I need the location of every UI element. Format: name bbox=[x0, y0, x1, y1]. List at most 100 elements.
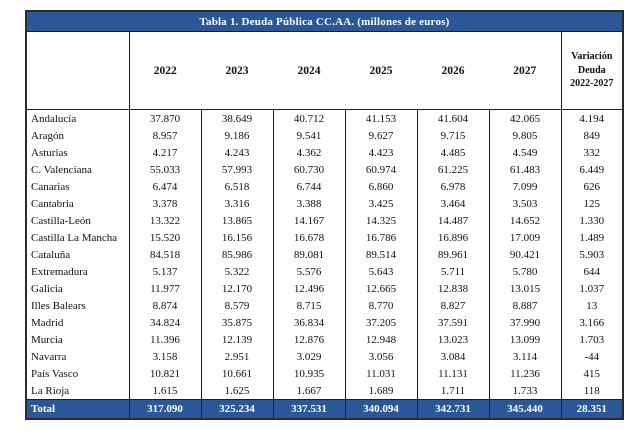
debt-value-cell: 5.780 bbox=[488, 263, 562, 280]
debt-value-cell: 11.236 bbox=[488, 365, 562, 382]
debt-value-cell: 3.158 bbox=[128, 348, 202, 365]
debt-value-cell: 89.961 bbox=[416, 246, 490, 263]
debt-value-cell: 16.678 bbox=[272, 229, 346, 246]
debt-value-cell: 5.576 bbox=[272, 263, 346, 280]
total-value-cell: 337.531 bbox=[272, 399, 346, 419]
table-row: País Vasco 10.821 10.661 10.935 11.031 11.131… bbox=[26, 365, 623, 382]
variation-value-cell: 13 bbox=[560, 297, 623, 314]
table-row: Murcia 11.396 12.139 12.876 12.948 13.023 13.0… bbox=[26, 331, 623, 348]
table-row: Illes Balears 8.874 8.579 8.715 8.770 8.827 8.… bbox=[26, 297, 623, 314]
debt-value-cell: 12.838 bbox=[416, 280, 490, 297]
debt-value-cell: 7.099 bbox=[488, 178, 562, 195]
debt-value-cell: 37.870 bbox=[128, 109, 202, 127]
debt-value-cell: 5.137 bbox=[128, 263, 202, 280]
region-label: Asturias bbox=[26, 144, 130, 161]
debt-value-cell: 12.876 bbox=[272, 331, 346, 348]
total-value-cell: 345.440 bbox=[488, 399, 562, 419]
debt-value-cell: 4.243 bbox=[200, 144, 274, 161]
debt-value-cell: 9.805 bbox=[488, 127, 562, 144]
debt-value-cell: 13.865 bbox=[200, 212, 274, 229]
table-row: Canarias 6.474 6.518 6.744 6.860 6.978 7.099 62… bbox=[26, 178, 623, 195]
debt-value-cell: 8.770 bbox=[344, 297, 418, 314]
debt-value-cell: 9.541 bbox=[272, 127, 346, 144]
variation-value-cell: 1.489 bbox=[560, 229, 623, 246]
debt-value-cell: 36.834 bbox=[272, 314, 346, 331]
variation-value-cell: -44 bbox=[560, 348, 623, 365]
variation-header-line: Deuda bbox=[577, 64, 606, 76]
total-row: Total 317.090 325.234 337.531 340.094 342.731… bbox=[26, 399, 623, 419]
year-column-header: 2027 bbox=[489, 31, 561, 110]
debt-value-cell: 12.170 bbox=[200, 280, 274, 297]
region-column-header bbox=[26, 31, 130, 110]
debt-value-cell: 3.084 bbox=[416, 348, 490, 365]
debt-table: Tabla 1. Deuda Pública CC.AA. (millones … bbox=[25, 10, 624, 420]
region-label: País Vasco bbox=[26, 365, 130, 382]
debt-value-cell: 9.627 bbox=[344, 127, 418, 144]
table-title-row: Tabla 1. Deuda Pública CC.AA. (millones … bbox=[26, 11, 623, 32]
total-value-cell: 342.731 bbox=[416, 399, 490, 419]
table-row: La Rioja 1.615 1.625 1.667 1.689 1.711 1.733 11… bbox=[26, 382, 623, 400]
debt-value-cell: 6.978 bbox=[416, 178, 490, 195]
variation-header-line: 2022-2027 bbox=[570, 78, 614, 90]
variation-value-cell: 849 bbox=[560, 127, 623, 144]
variation-value-cell: 1.703 bbox=[560, 331, 623, 348]
debt-value-cell: 13.023 bbox=[416, 331, 490, 348]
region-label: Cataluña bbox=[26, 246, 130, 263]
debt-value-cell: 1.667 bbox=[272, 382, 346, 400]
debt-value-cell: 10.935 bbox=[272, 365, 346, 382]
total-value-cell: 340.094 bbox=[344, 399, 418, 419]
debt-value-cell: 38.649 bbox=[200, 109, 274, 127]
variation-value-cell: 5.903 bbox=[560, 246, 623, 263]
debt-value-cell: 4.549 bbox=[488, 144, 562, 161]
table-row: Galicia 11.977 12.170 12.496 12.665 12.838 13.… bbox=[26, 280, 623, 297]
debt-value-cell: 14.325 bbox=[344, 212, 418, 229]
debt-value-cell: 61.225 bbox=[416, 161, 490, 178]
debt-value-cell: 37.990 bbox=[488, 314, 562, 331]
debt-value-cell: 1.711 bbox=[416, 382, 490, 400]
debt-value-cell: 16.786 bbox=[344, 229, 418, 246]
variation-value-cell: 415 bbox=[560, 365, 623, 382]
debt-value-cell: 2.951 bbox=[200, 348, 274, 365]
debt-value-cell: 12.496 bbox=[272, 280, 346, 297]
debt-value-cell: 3.388 bbox=[272, 195, 346, 212]
debt-value-cell: 3.029 bbox=[272, 348, 346, 365]
region-label: Illes Balears bbox=[26, 297, 130, 314]
debt-value-cell: 1.615 bbox=[128, 382, 202, 400]
region-label: Castilla La Mancha bbox=[26, 229, 130, 246]
debt-value-cell: 5.711 bbox=[416, 263, 490, 280]
table-row: Aragón 8.957 9.186 9.541 9.627 9.715 9.805 849 bbox=[26, 127, 623, 144]
region-label: Galicia bbox=[26, 280, 130, 297]
debt-value-cell: 11.977 bbox=[128, 280, 202, 297]
debt-value-cell: 8.715 bbox=[272, 297, 346, 314]
debt-value-cell: 12.665 bbox=[344, 280, 418, 297]
region-label: Madrid bbox=[26, 314, 130, 331]
debt-value-cell: 3.464 bbox=[416, 195, 490, 212]
debt-value-cell: 55.033 bbox=[128, 161, 202, 178]
debt-value-cell: 37.205 bbox=[344, 314, 418, 331]
variation-value-cell: 118 bbox=[560, 382, 623, 400]
region-label: Extremadura bbox=[26, 263, 130, 280]
debt-value-cell: 85.986 bbox=[200, 246, 274, 263]
year-column-header: 2025 bbox=[345, 31, 417, 110]
debt-value-cell: 11.031 bbox=[344, 365, 418, 382]
debt-value-cell: 6.518 bbox=[200, 178, 274, 195]
debt-value-cell: 61.483 bbox=[488, 161, 562, 178]
debt-value-cell: 12.948 bbox=[344, 331, 418, 348]
debt-value-cell: 16.156 bbox=[200, 229, 274, 246]
variation-value-cell: 3.166 bbox=[560, 314, 623, 331]
region-label: Aragón bbox=[26, 127, 130, 144]
region-label: Navarra bbox=[26, 348, 130, 365]
debt-value-cell: 8.887 bbox=[488, 297, 562, 314]
debt-value-cell: 6.744 bbox=[272, 178, 346, 195]
debt-value-cell: 35.875 bbox=[200, 314, 274, 331]
variation-column-header: Variación Deuda 2022-2027 bbox=[560, 31, 623, 110]
debt-value-cell: 13.099 bbox=[488, 331, 562, 348]
total-label: Total bbox=[26, 399, 130, 419]
debt-value-cell: 41.153 bbox=[344, 109, 418, 127]
year-column-header: 2023 bbox=[201, 31, 273, 110]
variation-value-cell: 332 bbox=[560, 144, 623, 161]
debt-value-cell: 8.957 bbox=[128, 127, 202, 144]
debt-value-cell: 5.643 bbox=[344, 263, 418, 280]
debt-value-cell: 84.518 bbox=[128, 246, 202, 263]
variation-value-cell: 1.037 bbox=[560, 280, 623, 297]
